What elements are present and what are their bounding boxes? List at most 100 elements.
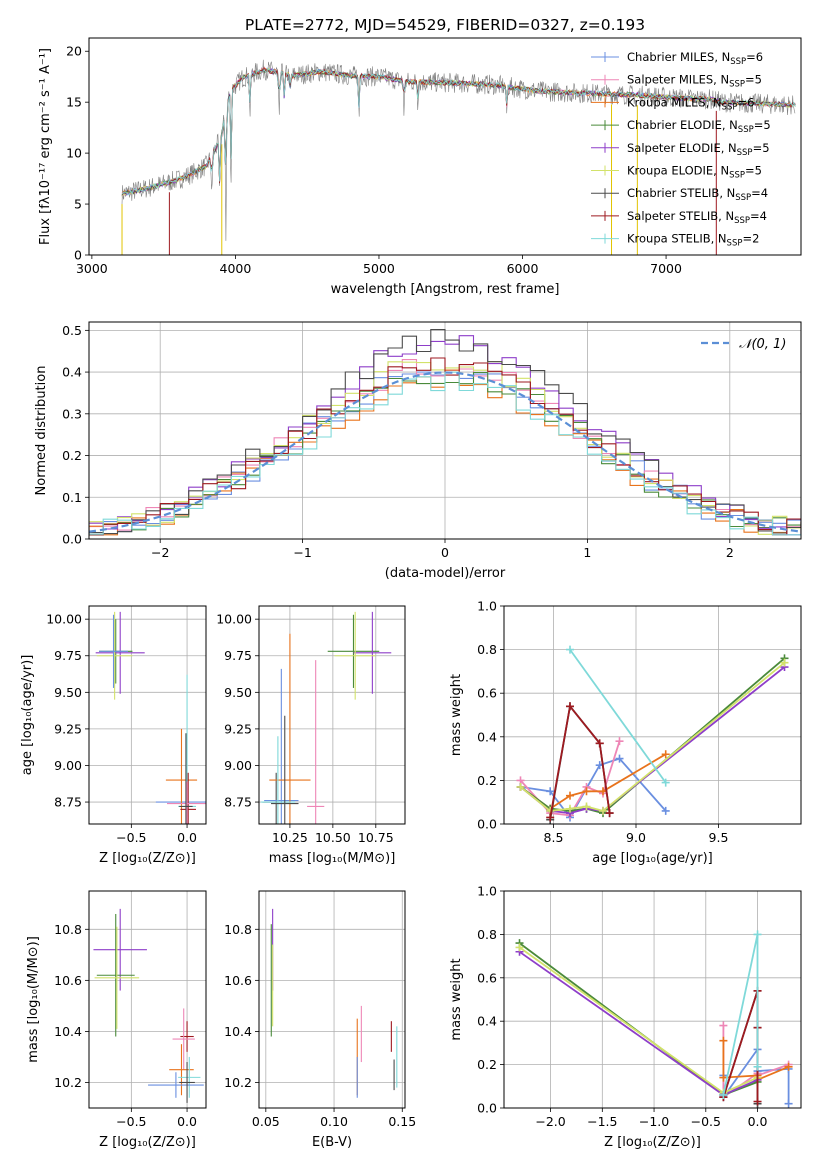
weight-series-line	[549, 704, 611, 818]
weight-point-marker	[566, 702, 574, 711]
legend-label-text: Chabrier ELODIE, N	[627, 118, 738, 132]
y-tick-label: 20	[66, 44, 82, 59]
age_vs_Z-plot-area	[95, 611, 206, 824]
legend-label-sub: SSP	[729, 80, 745, 90]
weight-point-marker	[595, 739, 604, 748]
age_vs_mass-frame	[258, 605, 406, 825]
model-spectrum	[121, 67, 796, 197]
x-axis-label: E(B-V)	[312, 1135, 352, 1150]
age_vs_mass-panel: 10.25 10.50 10.75 8.75 9.00 9.25 9.50 9.75 10.00…	[216, 605, 406, 866]
error-point	[179, 1062, 195, 1103]
x-tick-label: 6000	[507, 261, 539, 276]
y-tick-label: 0.1	[62, 490, 82, 505]
legend-label-text: Kroupa ELODIE, N	[627, 164, 729, 178]
massweight_vs_Z-plot-area	[515, 930, 793, 1108]
weight-series-line	[519, 662, 786, 812]
weight-point-marker	[516, 782, 525, 791]
y-tick-label: 0.8	[477, 927, 497, 942]
legend-label: Kroupa ELODIE, NSSP=5	[627, 164, 762, 181]
y-tick-label: 10.00	[46, 612, 82, 627]
x-axis-label: (data-model)/error	[385, 566, 506, 581]
y-tick-label: 0.2	[477, 773, 497, 788]
y-tick-label: 0.8	[477, 642, 497, 657]
y-tick-label: 0.0	[477, 817, 497, 832]
weight-point-marker	[784, 1062, 793, 1071]
error-point	[179, 733, 193, 824]
weight-point-marker	[615, 754, 624, 763]
x-tick-label: 9.0	[626, 830, 646, 845]
y-axis-label: mass weight	[449, 958, 464, 1040]
normal-curve	[89, 371, 801, 533]
legend-label: Chabrier MILES, NSSP=6	[627, 50, 763, 67]
weight-point-marker	[582, 787, 591, 796]
x-tick-label: −2.0	[535, 1114, 565, 1129]
mass_vs_Z-plot-area	[93, 908, 204, 1103]
legend-label-text: Salpeter MILES, N	[627, 73, 729, 87]
x-tick-label: 0.0	[177, 830, 197, 845]
y-tick-label: 9.50	[224, 685, 252, 700]
y-tick-label: 0.0	[62, 532, 82, 547]
weight-point-marker	[599, 806, 607, 815]
mass_vs_EBV-panel: 0.05 0.10 0.15 10.2 10.4 10.6 10.8 E(B-V)	[224, 890, 416, 1150]
error-point	[180, 772, 196, 824]
legend-label-text: Kroupa STELIB, N	[627, 232, 727, 246]
weight-point-marker	[566, 645, 574, 654]
legend-label-sub: SSP	[722, 102, 738, 112]
y-tick-label: 9.00	[224, 758, 252, 773]
x-tick-label: −2	[151, 545, 169, 560]
legend-label: Salpeter STELIB, NSSP=4	[627, 209, 767, 226]
y-tick-label: 0.5	[62, 323, 82, 338]
y-tick-label: 9.25	[224, 721, 252, 736]
y-tick-label: 8.75	[224, 795, 252, 810]
x-tick-label: 0.10	[320, 1114, 348, 1129]
y-tick-label: 0	[74, 248, 82, 263]
y-tick-label: 9.50	[54, 685, 82, 700]
error-point	[165, 728, 198, 824]
weight-point-marker	[546, 813, 555, 822]
legend-label-text: Salpeter ELODIE, N	[627, 141, 737, 155]
y-tick-label: 9.00	[54, 758, 82, 773]
legend-label: Salpeter ELODIE, NSSP=5	[627, 141, 770, 158]
weight-point-marker	[719, 1021, 728, 1030]
spectrum-frame	[88, 37, 802, 256]
legend-label-sub: SSP	[734, 216, 750, 226]
residuals-plot-area	[89, 329, 801, 536]
error-point	[307, 660, 325, 824]
weight-point-marker	[780, 658, 789, 667]
error-point	[96, 913, 135, 1037]
x-tick-label: 2	[726, 545, 734, 560]
histogram-step	[89, 371, 801, 536]
y-tick-label: 9.25	[54, 721, 82, 736]
weight-point-marker	[719, 1073, 728, 1082]
spectrum-plot-area	[121, 59, 796, 255]
y-tick-label: 10.2	[54, 1075, 82, 1090]
massweight_vs_Z-frame	[503, 890, 802, 1109]
legend-label-text: Salpeter STELIB, N	[627, 209, 734, 223]
legend-label-tail: =2	[742, 232, 759, 246]
error-point	[260, 736, 296, 824]
y-axis-label: Flux [fλ10⁻¹⁷ erg cm⁻² s⁻¹ A⁻¹]	[38, 48, 53, 245]
y-tick-label: 0.2	[477, 1057, 497, 1072]
x-tick-label: 9.5	[709, 830, 729, 845]
x-tick-label: −0.5	[691, 1114, 721, 1129]
error-point	[95, 611, 145, 694]
weight-point-marker	[753, 930, 762, 939]
x-axis-label: wavelength [Angstrom, rest frame]	[331, 282, 560, 297]
legend-label: Salpeter MILES, NSSP=5	[627, 73, 762, 90]
age_vs_Z-frame	[88, 605, 207, 825]
x-tick-label: 0.0	[177, 1114, 197, 1129]
x-tick-label: 10.50	[315, 830, 351, 845]
weight-point-marker	[546, 787, 555, 796]
y-axis-label: mass [log₁₀(M/M⊙)]	[26, 936, 41, 1063]
y-tick-label: 10	[66, 146, 82, 161]
error-point	[264, 668, 299, 824]
legend-label: Chabrier STELIB, NSSP=4	[627, 186, 768, 203]
x-tick-label: 0.15	[388, 1114, 416, 1129]
mass_vs_EBV-frame	[258, 890, 406, 1109]
x-tick-label: 10.75	[358, 830, 394, 845]
legend-label: Kroupa STELIB, NSSP=2	[627, 232, 759, 249]
weight-point-marker	[719, 1090, 728, 1099]
legend-label-sub: SSP	[730, 57, 746, 67]
x-tick-label: −1.0	[639, 1114, 669, 1129]
weight-point-marker	[753, 1097, 762, 1106]
